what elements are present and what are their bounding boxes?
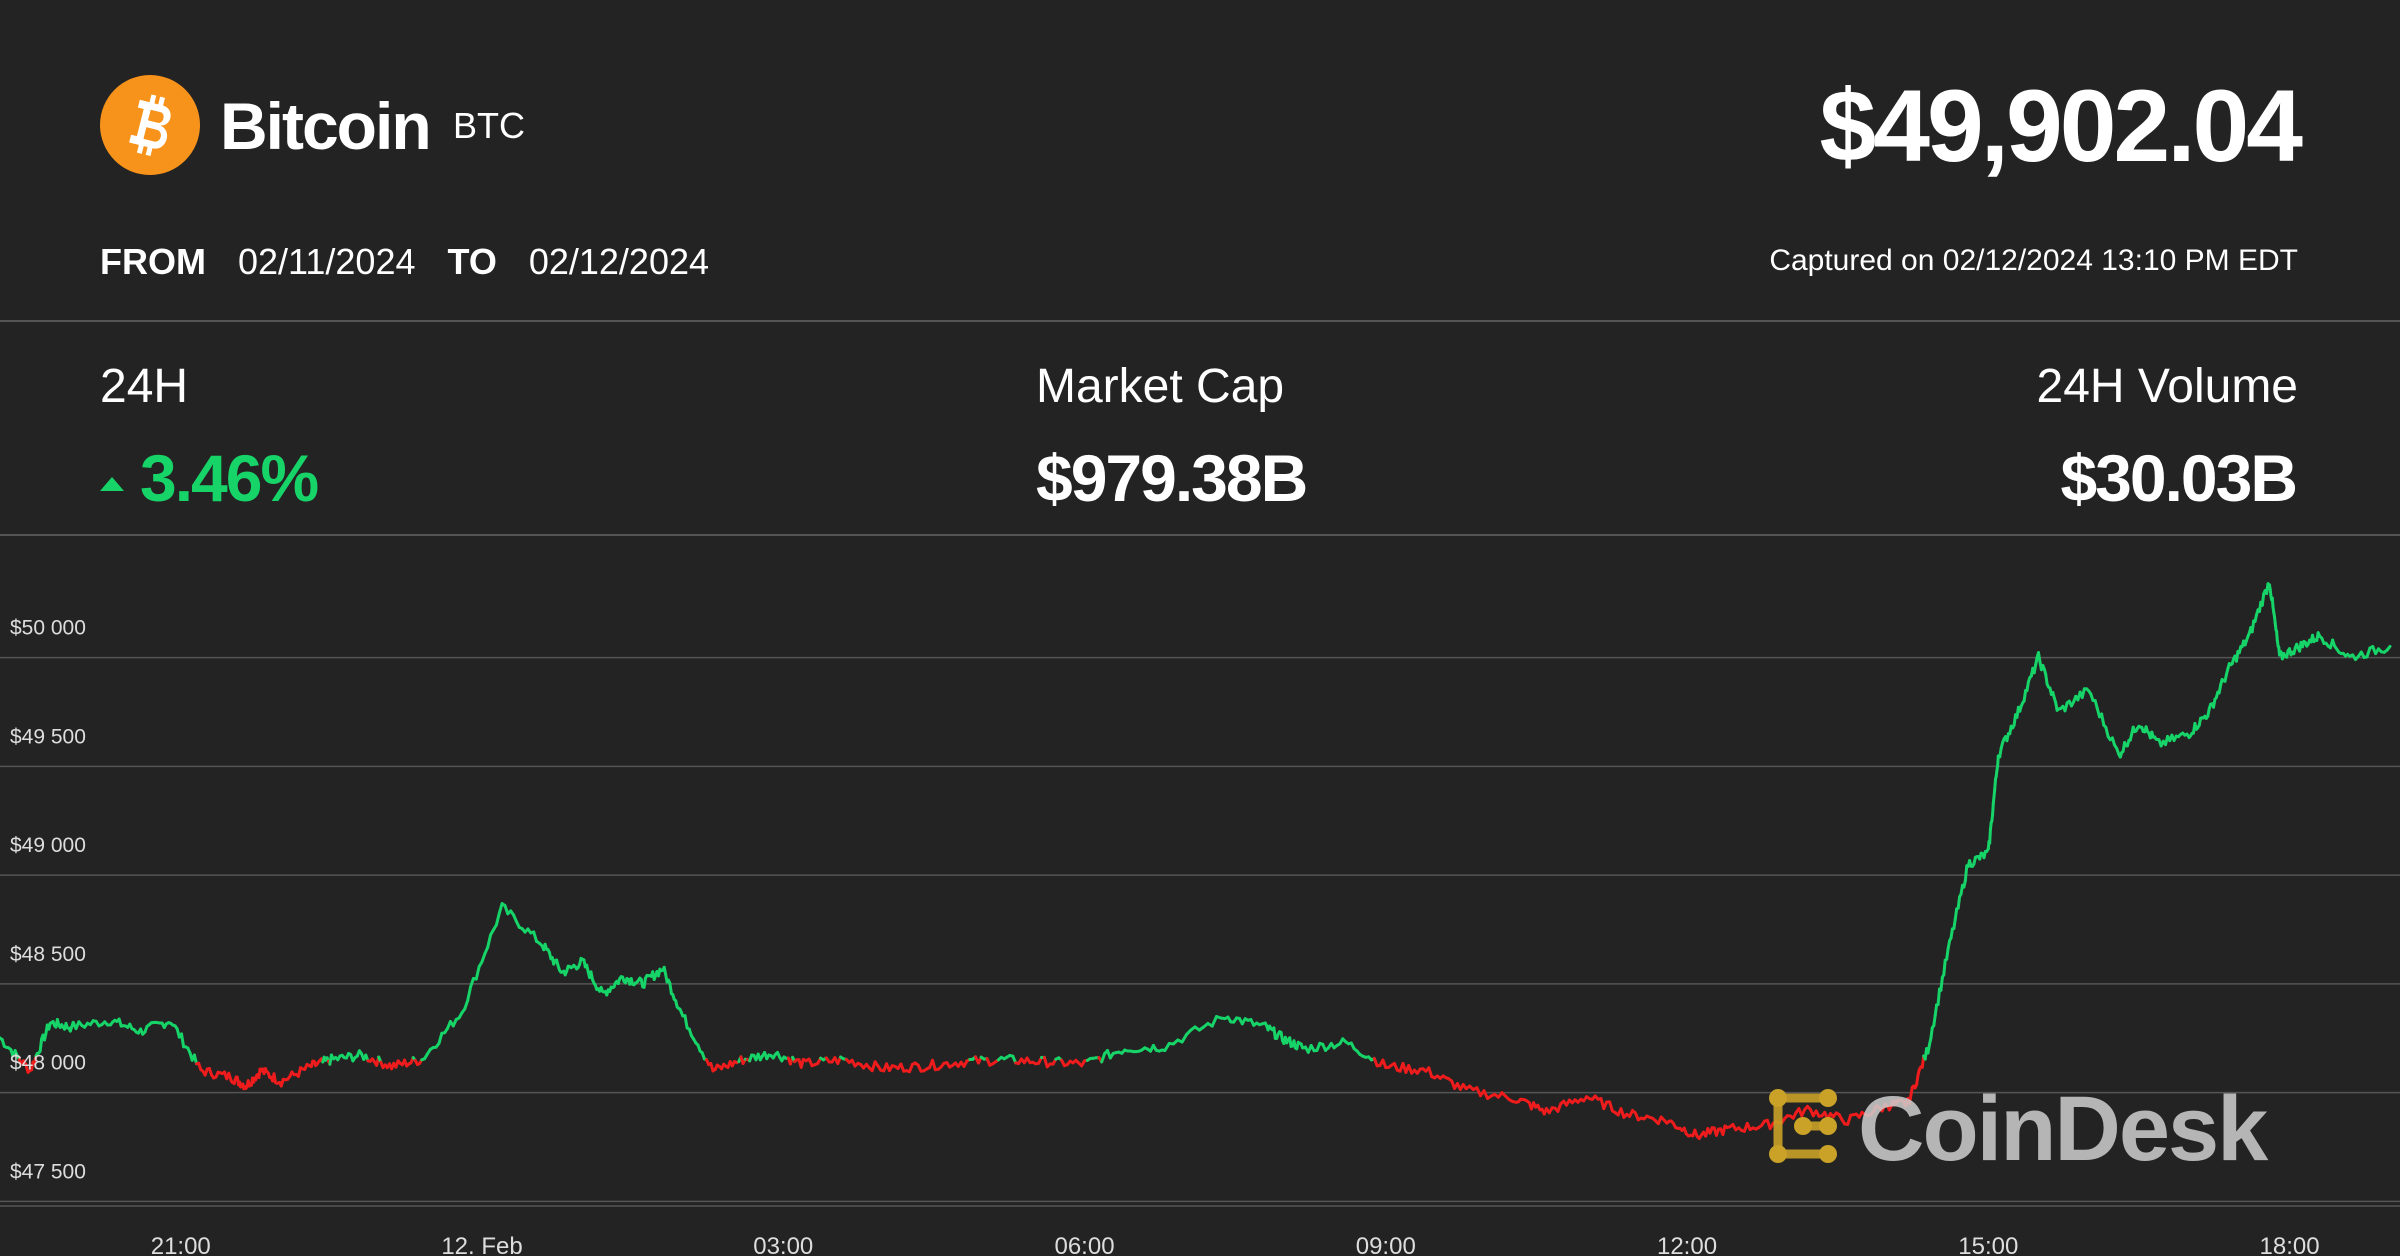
x-tick-label: 15:00 xyxy=(1958,1233,2018,1256)
price-segment xyxy=(1939,975,1944,992)
price-segment xyxy=(486,933,493,949)
price-segment xyxy=(494,912,501,927)
volume-label: 24H Volume xyxy=(2036,360,2299,413)
volume-value: $30.03B xyxy=(2060,441,2298,515)
price-segment xyxy=(1949,927,1954,940)
price-segment xyxy=(2025,680,2030,693)
x-tick-label: 03:00 xyxy=(753,1233,813,1256)
to-label: TO xyxy=(447,241,497,282)
price-segment xyxy=(1932,1013,1937,1028)
price-segment xyxy=(2044,672,2049,686)
price-segment xyxy=(931,1058,937,1072)
y-tick-label: $49 500 xyxy=(10,725,86,748)
price-segment xyxy=(1963,864,1969,883)
date-range: FROM 02/11/2024 TO 02/12/2024 xyxy=(100,240,709,284)
price-segment xyxy=(469,977,475,989)
price-segment xyxy=(2100,712,2106,727)
price-segment xyxy=(466,985,472,1002)
coin-symbol: BTC xyxy=(453,105,525,146)
price-segment xyxy=(683,1014,689,1030)
x-tick-label: 09:00 xyxy=(1356,1233,1416,1256)
chart-grid xyxy=(0,656,2400,1207)
y-tick-label: $48 000 xyxy=(10,1052,86,1075)
up-arrow-icon xyxy=(100,477,124,491)
price-segment xyxy=(1945,947,1950,961)
price-segment xyxy=(497,902,504,916)
price-segment xyxy=(180,1032,186,1049)
price-segment xyxy=(1942,958,1947,977)
price-segment xyxy=(1427,1066,1434,1079)
price-segment xyxy=(192,1053,198,1066)
price-segment xyxy=(1953,907,1959,921)
price-segment xyxy=(1933,1003,1939,1017)
price-segment xyxy=(532,930,538,943)
price-segment xyxy=(2275,629,2279,642)
price-line xyxy=(0,582,2392,1140)
change-value: 3.46% xyxy=(140,441,319,515)
price-segment xyxy=(642,976,647,989)
to-date: 02/12/2024 xyxy=(528,241,710,282)
price-segment xyxy=(474,965,481,981)
price-segment xyxy=(2250,619,2256,634)
price-segment xyxy=(2104,725,2110,739)
price-segment xyxy=(2037,651,2042,663)
price-segment xyxy=(2365,646,2372,659)
price-segment xyxy=(2385,644,2392,652)
from-label: FROM xyxy=(100,241,206,282)
x-axis-labels: 21:00 12. Feb 03:00 06:00 09:00 12:00 15:00 18:… xyxy=(151,1233,2320,1256)
price-segment xyxy=(1936,987,1941,1006)
coindesk-logo-icon xyxy=(1769,1089,1837,1163)
market-cap-value: $979.38B xyxy=(1036,441,1308,515)
x-tick-label: 18:00 xyxy=(2260,1233,2320,1256)
price-segment xyxy=(1991,801,1995,816)
captured-timestamp: Captured on 02/12/2024 13:10 PM EDT xyxy=(1769,244,2298,277)
from-date: 02/11/2024 xyxy=(237,241,416,282)
y-tick-label: $47 500 xyxy=(10,1160,86,1183)
change-label: 24H xyxy=(100,360,189,413)
price-segment xyxy=(1915,1073,1920,1087)
price-segment xyxy=(38,1037,44,1053)
stats-divider xyxy=(0,534,2400,536)
coin-name: Bitcoin xyxy=(220,89,432,163)
x-tick-label: 12:00 xyxy=(1657,1233,1717,1256)
bitcoin-icon xyxy=(100,75,200,175)
price-segment xyxy=(1952,917,1957,930)
price-segment xyxy=(437,1031,444,1045)
x-tick-label: 21:00 xyxy=(151,1233,211,1256)
x-tick-label: 06:00 xyxy=(1054,1233,1114,1256)
price-segment xyxy=(1929,1026,1934,1040)
watermark-text: CoinDesk xyxy=(1858,1078,2268,1180)
price-chart: $47 500 $48 000 $48 500 $49 000 $49 500 $50 0… xyxy=(0,582,2400,1256)
price-segment xyxy=(668,981,673,996)
price-segment xyxy=(1993,777,1997,792)
price-segment xyxy=(1210,1015,1218,1028)
market-cap-label: Market Cap xyxy=(1036,360,1285,413)
price-segment xyxy=(2022,689,2028,703)
price-segment xyxy=(1846,1113,1853,1126)
price-segment xyxy=(1956,895,1962,910)
x-tick-label: 12. Feb xyxy=(441,1233,522,1256)
price-segment xyxy=(2260,592,2266,607)
price-segment xyxy=(1272,1026,1277,1040)
y-tick-label: $50 000 xyxy=(10,617,86,640)
header-divider xyxy=(0,320,2400,322)
current-price: $49,902.04 xyxy=(1819,69,2303,183)
y-axis-labels: $47 500 $48 000 $48 500 $49 000 $49 500 $50 0… xyxy=(10,617,86,1184)
y-tick-label: $49 000 xyxy=(10,834,86,857)
price-segment xyxy=(1988,828,1992,845)
price-segment xyxy=(1608,1100,1614,1113)
change-value-group: 3.46% xyxy=(100,440,319,516)
price-segment xyxy=(1996,754,2000,768)
y-tick-label: $48 500 xyxy=(10,943,86,966)
